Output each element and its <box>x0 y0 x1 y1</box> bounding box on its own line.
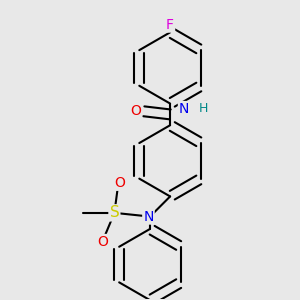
Text: O: O <box>130 104 141 118</box>
Text: S: S <box>110 206 119 220</box>
Text: N: N <box>179 102 189 116</box>
Text: H: H <box>199 103 208 116</box>
Text: O: O <box>115 176 125 190</box>
Text: F: F <box>166 18 174 32</box>
Text: N: N <box>143 210 154 224</box>
Text: O: O <box>97 235 108 249</box>
